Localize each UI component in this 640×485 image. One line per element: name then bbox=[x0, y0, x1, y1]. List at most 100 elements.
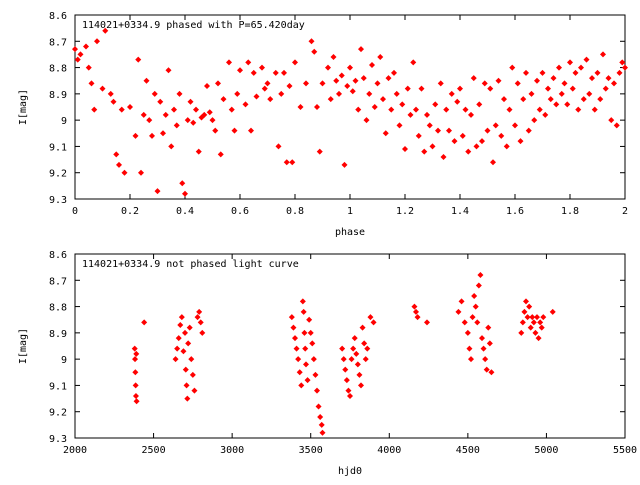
chart2-data-point bbox=[189, 371, 196, 378]
chart1-data-point bbox=[484, 127, 491, 134]
chart1-data-point bbox=[182, 190, 188, 197]
chart1-data-point bbox=[160, 130, 166, 137]
chart1-data-point bbox=[440, 153, 447, 160]
chart2-data-point bbox=[471, 293, 478, 300]
chart2-data-point bbox=[526, 303, 533, 310]
chart1-data-point bbox=[578, 64, 584, 71]
chart1-data-point bbox=[575, 106, 582, 113]
chart2-data-point bbox=[310, 356, 317, 363]
chart1-data-point bbox=[333, 77, 340, 84]
chart1-data-point bbox=[525, 127, 532, 134]
chart1-data-point bbox=[547, 96, 554, 103]
chart2-data-point bbox=[304, 377, 311, 384]
chart2-data-point bbox=[482, 356, 489, 363]
chart2-title: 114021+0334.9 not phased light curve bbox=[82, 259, 299, 270]
chart2-data-point bbox=[479, 335, 485, 342]
chart1-data-point bbox=[190, 119, 197, 126]
chart2-x-tick-label: 5500 bbox=[613, 445, 637, 456]
chart2-data-point bbox=[362, 356, 369, 363]
chart2-data-point bbox=[534, 314, 540, 321]
chart1-data-point bbox=[402, 146, 408, 153]
chart1-data-point bbox=[457, 85, 463, 92]
chart2-data-point bbox=[191, 387, 198, 394]
chart1-data-point bbox=[597, 96, 604, 103]
chart2-data-point bbox=[529, 314, 536, 321]
chart1-data-point bbox=[113, 151, 120, 158]
chart1-data-point bbox=[94, 38, 100, 45]
chart2-data-point bbox=[132, 369, 139, 376]
chart2-data-point bbox=[414, 314, 421, 321]
chart1-y-tick-label: 9 bbox=[61, 116, 67, 127]
chart1-data-point bbox=[72, 46, 78, 53]
chart2-data-point bbox=[348, 356, 355, 363]
chart2-data-point bbox=[343, 377, 350, 384]
chart1-data-point bbox=[454, 98, 461, 105]
chart1-data-point bbox=[506, 106, 513, 113]
chart2-y-axis-label: I[mag] bbox=[18, 328, 29, 364]
chart2-data-point bbox=[301, 329, 308, 336]
chart1-data-point bbox=[360, 75, 367, 82]
chart1-data-point bbox=[443, 106, 450, 113]
chart2-y-tick-label: 9.2 bbox=[49, 408, 67, 419]
chart1-data-point bbox=[184, 117, 191, 124]
chart1-data-point bbox=[314, 104, 320, 110]
chart1-data-point bbox=[140, 111, 147, 118]
chart1-data-point bbox=[528, 90, 535, 97]
chart2-data-point bbox=[303, 361, 309, 368]
chart2-data-point bbox=[518, 329, 525, 336]
chart1-data-point bbox=[242, 101, 249, 108]
chart1-data-point bbox=[127, 104, 133, 110]
chart1-data-point bbox=[393, 90, 400, 97]
chart1-data-point bbox=[580, 96, 587, 103]
chart1-data-point bbox=[85, 64, 92, 71]
chart1-data-point bbox=[374, 80, 381, 87]
chart2-data-point bbox=[196, 308, 203, 315]
chart1-data-point bbox=[407, 111, 414, 118]
chart1-data-point bbox=[418, 85, 425, 92]
chart1-data-point bbox=[168, 143, 175, 150]
chart2-data-point bbox=[182, 329, 188, 336]
chart2-data-point bbox=[358, 382, 364, 389]
chart1-x-tick-label: 0.6 bbox=[231, 206, 249, 217]
chart1-data-point bbox=[77, 51, 84, 58]
chart1-data-point bbox=[589, 75, 595, 82]
chart1-x-tick-label: 2 bbox=[622, 206, 628, 217]
chart1-data-point bbox=[388, 106, 395, 113]
chart2-data-point bbox=[174, 345, 181, 352]
chart1-data-point bbox=[377, 54, 384, 61]
chart1-data-point bbox=[292, 59, 298, 66]
chart1-data-point bbox=[107, 90, 114, 97]
chart2-data-point bbox=[537, 319, 544, 326]
chart1-data-point bbox=[503, 143, 510, 150]
chart2-data-point bbox=[307, 329, 314, 336]
chart1-y-tick-label: 8.8 bbox=[49, 64, 67, 75]
chart1-data-point bbox=[369, 61, 375, 68]
chart1-data-point bbox=[492, 122, 499, 129]
chart2-data-point bbox=[133, 398, 140, 405]
chart2-data-point bbox=[472, 303, 479, 310]
chart1-y-tick-label: 9.3 bbox=[49, 195, 67, 206]
chart1-x-tick-label: 0.4 bbox=[176, 206, 194, 217]
chart1-data-point bbox=[396, 122, 403, 129]
chart1-data-point bbox=[545, 85, 551, 92]
chart2-y-tick-label: 9 bbox=[61, 355, 67, 366]
chart2-data-point bbox=[480, 345, 487, 352]
chart1-x-axis-label: phase bbox=[335, 227, 365, 238]
chart1-data-point bbox=[481, 80, 488, 87]
chart1-data-point bbox=[415, 132, 422, 139]
chart1-data-point bbox=[165, 67, 172, 74]
chart1-data-point bbox=[602, 85, 609, 92]
chart1-data-point bbox=[600, 51, 606, 58]
chart2-x-tick-label: 3000 bbox=[220, 445, 244, 456]
chart1-data-point bbox=[110, 98, 117, 105]
chart2-data-point bbox=[477, 272, 484, 279]
chart2-data-point bbox=[523, 298, 529, 305]
chart2-data-point bbox=[288, 314, 295, 321]
chart2-data-point bbox=[185, 340, 192, 347]
chart1-data-point bbox=[215, 80, 221, 87]
chart1-data-point bbox=[591, 106, 598, 113]
chart2-y-tick-label: 9.1 bbox=[49, 381, 67, 392]
chart2-data-point bbox=[141, 319, 148, 326]
chart1-data-point bbox=[572, 69, 579, 76]
